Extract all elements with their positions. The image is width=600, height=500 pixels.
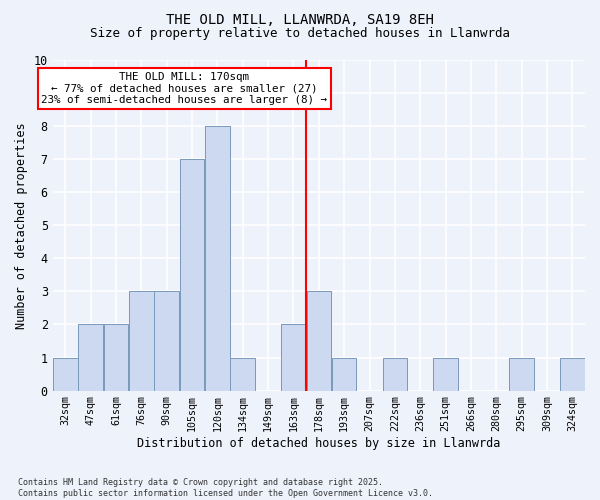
Bar bbox=[509, 358, 534, 390]
Bar bbox=[433, 358, 458, 390]
Text: Contains HM Land Registry data © Crown copyright and database right 2025.
Contai: Contains HM Land Registry data © Crown c… bbox=[18, 478, 433, 498]
Bar bbox=[383, 358, 407, 390]
Bar bbox=[79, 324, 103, 390]
Bar bbox=[154, 292, 179, 390]
Bar bbox=[230, 358, 255, 390]
Bar bbox=[205, 126, 230, 390]
Bar bbox=[560, 358, 584, 390]
Text: THE OLD MILL, LLANWRDA, SA19 8EH: THE OLD MILL, LLANWRDA, SA19 8EH bbox=[166, 12, 434, 26]
Bar bbox=[332, 358, 356, 390]
Text: Size of property relative to detached houses in Llanwrda: Size of property relative to detached ho… bbox=[90, 28, 510, 40]
Text: THE OLD MILL: 170sqm
← 77% of detached houses are smaller (27)
23% of semi-detac: THE OLD MILL: 170sqm ← 77% of detached h… bbox=[41, 72, 328, 105]
Bar bbox=[104, 324, 128, 390]
X-axis label: Distribution of detached houses by size in Llanwrda: Distribution of detached houses by size … bbox=[137, 437, 500, 450]
Bar bbox=[129, 292, 154, 390]
Bar bbox=[281, 324, 306, 390]
Y-axis label: Number of detached properties: Number of detached properties bbox=[15, 122, 28, 328]
Bar bbox=[180, 159, 205, 390]
Bar bbox=[53, 358, 77, 390]
Bar bbox=[307, 292, 331, 390]
